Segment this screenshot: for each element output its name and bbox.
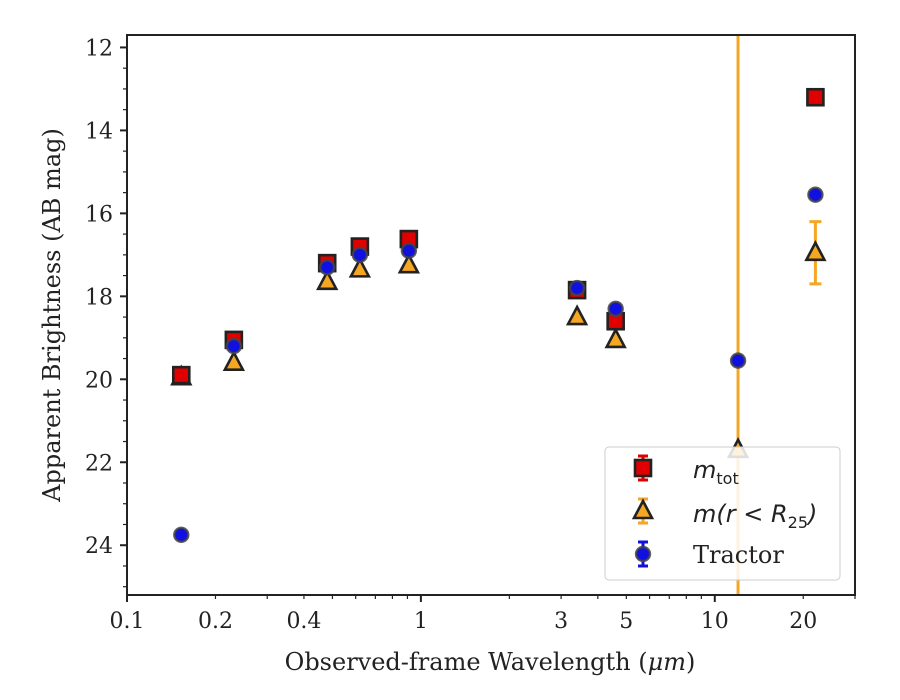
legend-label-mtot: mtot [693,456,739,488]
mr25-point-2 [316,269,339,291]
legend-marker-mr25 [631,497,655,525]
axes: 12 14 16 18 20 22 24 0.1 0.2 0.4 1 3 5 10 20 [85,34,856,634]
tractor-point-3 [351,246,369,264]
tractor-point-6 [607,300,624,317]
tractor-point-8 [807,186,824,203]
legend-symbol-mr25 [631,498,655,520]
mr25-point-3 [348,256,372,278]
mtot-point-7 [806,87,825,107]
x-tick-label-4: 3 [554,609,568,634]
legend-label-tractor: Tractor [693,541,784,569]
y-tick-label-6: 24 [85,534,113,559]
legend-marker-tractor [634,540,652,568]
legend-frame [604,446,841,581]
tractor-point-0 [173,526,190,544]
legend-symbol-tractor [634,545,652,563]
tractor-point-2 [319,259,336,276]
legend-label-mr25: m(r < R25) [693,500,817,532]
x-tick-label-5: 5 [619,609,633,634]
x-tick-label-0: 0.1 [110,609,145,634]
mr25-point-8 [804,239,827,262]
x-tick-label-6: 10 [701,609,729,634]
mr25-point-6 [604,327,627,349]
mr25-point-4 [397,252,421,274]
x-tick-label-1: 0.2 [198,609,233,634]
mr25-point-1 [222,349,246,372]
x-axis-label: Observed-frame Wavelength (μm) [285,648,696,676]
x-tick-label-2: 0.4 [286,609,321,634]
mr25-point-5 [565,304,589,326]
tractor-point-7 [729,352,747,369]
y-axis-label: Apparent Brightness (AB mag) [38,128,66,503]
legend-marker-mtot [633,454,653,482]
tractor-point-1 [225,337,243,355]
y-tick-label-2: 16 [85,202,113,227]
tractor-point-5 [568,279,586,297]
y-tick-label-1: 14 [85,119,113,144]
mtot-point-0 [171,365,191,385]
x-tick-label-3: 1 [414,609,428,634]
x-tick-label-7: 20 [789,609,817,634]
legend-symbol-mtot [633,458,653,478]
y-tick-label-4: 20 [85,368,113,393]
tractor-point-4 [400,242,418,259]
y-tick-label-0: 12 [85,36,113,61]
y-tick-label-5: 22 [85,451,113,476]
legend: mtot m(r < R25) Tractor [604,446,841,581]
axes-frame [126,34,856,596]
y-tick-label-3: 18 [85,285,113,310]
